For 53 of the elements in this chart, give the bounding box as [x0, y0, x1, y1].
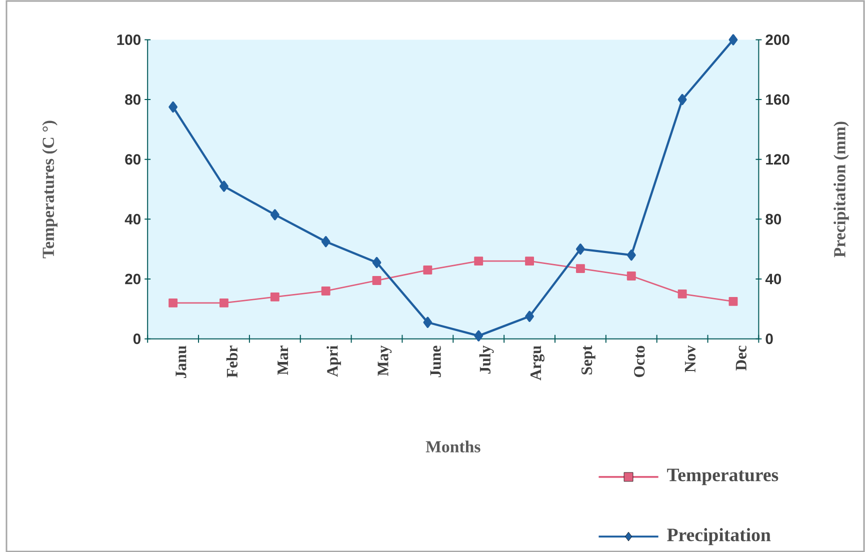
x-tick-label: Janu: [176, 346, 186, 378]
point: [728, 34, 738, 46]
y2-tick-label: 0: [766, 333, 773, 344]
point: [372, 276, 382, 285]
point: [576, 264, 585, 273]
x-tick-label: Mar: [278, 345, 288, 375]
point: [728, 296, 738, 306]
y2-tick-label: 120: [766, 154, 790, 164]
point: [626, 271, 636, 280]
legend-label: Temperatures: [667, 468, 778, 485]
legend-label: Precipitation: [667, 528, 771, 545]
x-tick-label: Octo: [634, 346, 645, 377]
y2-tick-label: 200: [766, 34, 790, 45]
x-tick-label: July: [479, 345, 494, 374]
y-axis-title: Temperatures (C °): [42, 120, 58, 258]
x-tick-label: May: [378, 345, 392, 376]
point: [270, 208, 280, 220]
point: [474, 330, 484, 342]
point: [678, 94, 687, 105]
y-tick-label: 40: [124, 214, 140, 224]
y2-tick-label: 160: [766, 94, 790, 105]
x-tick-label: Sept: [581, 345, 596, 374]
point: [220, 298, 228, 308]
x-tick-label: Nov: [684, 345, 696, 372]
y2-tick-label: 40: [765, 274, 782, 284]
point: [220, 180, 228, 192]
point: [525, 256, 534, 266]
x-tick-label: June: [430, 346, 441, 377]
point: [474, 256, 484, 266]
point: [423, 265, 432, 274]
x-tick-label: Dec: [736, 345, 746, 370]
y-tick-label: 20: [125, 274, 140, 284]
point: [168, 298, 178, 308]
y2-axis-title: Precipitation (mm): [834, 121, 849, 258]
point: [678, 289, 687, 298]
point: [321, 286, 330, 296]
y-tick-label: 100: [117, 34, 140, 45]
point: [270, 292, 280, 302]
point: [576, 243, 585, 254]
y-tick-label: 80: [125, 94, 140, 105]
point: [168, 101, 178, 112]
x-tick-label: Apri: [326, 345, 341, 377]
point: [372, 256, 382, 268]
point: [321, 236, 330, 247]
y-tick-label: 60: [125, 154, 140, 164]
point: [525, 310, 534, 322]
y-tick-label: 0: [133, 333, 140, 344]
x-axis-title: Months: [426, 440, 480, 452]
point: [626, 249, 636, 260]
y2-tick-label: 80: [766, 214, 782, 224]
point: [423, 316, 432, 328]
x-tick-label: Argu: [530, 346, 544, 380]
x-tick-label: Febr: [226, 345, 238, 378]
